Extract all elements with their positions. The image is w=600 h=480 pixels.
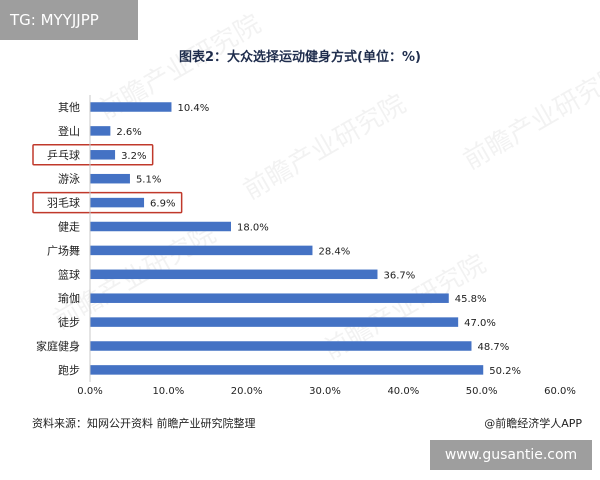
value-label: 45.8% <box>455 294 487 305</box>
source-note: 资料来源：知网公开资料 前瞻产业研究院整理 <box>32 417 256 430</box>
x-tick-label: 30.0% <box>309 386 341 397</box>
value-label: 48.7% <box>477 342 509 353</box>
svg-text:前瞻产业研究院: 前瞻产业研究院 <box>239 89 412 206</box>
value-label: 47.0% <box>464 318 496 329</box>
x-tick-label: 20.0% <box>231 386 263 397</box>
category-label: 登山 <box>58 124 80 138</box>
bar <box>90 126 111 136</box>
x-tick-label: 60.0% <box>544 386 576 397</box>
category-label: 篮球 <box>58 267 80 281</box>
x-tick-label: 0.0% <box>77 386 102 397</box>
value-label: 6.9% <box>150 199 175 210</box>
bar <box>90 365 484 375</box>
background-watermarks: 前瞻产业研究院 前瞻产业研究院 前瞻产业研究院 前瞻产业研究院 前瞻产业研究院 <box>49 9 600 366</box>
value-label: 5.1% <box>136 175 161 186</box>
bar <box>90 269 378 280</box>
svg-text:前瞻产业研究院: 前瞻产业研究院 <box>459 59 600 176</box>
category-label: 徒步 <box>58 315 80 329</box>
value-label: 18.0% <box>237 223 269 234</box>
bar <box>90 221 231 232</box>
watermark-top: TG: MYYJJPP <box>0 0 138 40</box>
credit-note: @前瞻经济学人APP <box>484 417 582 430</box>
category-label: 瑜伽 <box>58 291 80 305</box>
x-tick-label: 40.0% <box>387 386 419 397</box>
bar <box>90 341 472 351</box>
bar <box>90 173 130 184</box>
value-label: 50.2% <box>489 366 521 377</box>
bar <box>90 102 172 112</box>
highlight-box <box>32 144 154 166</box>
category-label: 游泳 <box>58 172 80 186</box>
value-label: 10.4% <box>177 103 209 114</box>
value-label: 28.4% <box>318 246 350 257</box>
category-label: 乒乓球 <box>47 148 80 162</box>
x-tick-label: 10.0% <box>152 386 184 397</box>
category-label: 羽毛球 <box>47 196 80 210</box>
bar <box>90 150 116 160</box>
bar <box>90 317 459 327</box>
highlight-box <box>32 191 183 214</box>
bar <box>90 293 449 303</box>
value-label: 2.6% <box>116 127 141 138</box>
category-label: 广场舞 <box>47 243 80 257</box>
chart-title: 图表2：大众选择运动健身方式(单位：%) <box>179 50 421 65</box>
category-label: 家庭健身 <box>36 339 80 353</box>
category-label: 健走 <box>58 221 80 234</box>
category-label: 其他 <box>58 101 80 114</box>
category-label: 跑步 <box>58 363 80 377</box>
x-tick-label: 50.0% <box>466 386 498 397</box>
watermark-bottom: www.gusantie.com <box>430 440 592 470</box>
value-label: 36.7% <box>383 270 415 281</box>
bar <box>90 197 145 208</box>
bar <box>90 245 313 256</box>
value-label: 3.2% <box>121 151 146 162</box>
